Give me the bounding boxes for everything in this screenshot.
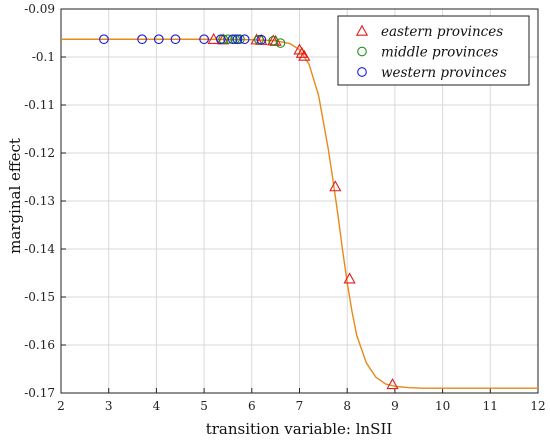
y-tick-label: -0.16 bbox=[24, 338, 55, 352]
x-ticks: 2 3 4 5 6 7 8 9 10 11 12 bbox=[57, 388, 546, 413]
x-tick-label: 6 bbox=[248, 399, 256, 413]
western-provinces-point bbox=[256, 34, 267, 45]
y-tick-label: -0.17 bbox=[24, 386, 55, 400]
y-tick-label: -0.15 bbox=[24, 290, 55, 304]
middle-provinces-point bbox=[223, 34, 233, 45]
western-provinces-point bbox=[137, 34, 147, 45]
legend-box bbox=[337, 15, 530, 86]
y-tick-label: -0.11 bbox=[24, 98, 55, 112]
western-provinces-point bbox=[227, 34, 238, 45]
legend-marker-western-provinces bbox=[357, 67, 367, 77]
legend-label-western-provinces: western provinces bbox=[381, 65, 507, 81]
western-provinces-point bbox=[153, 34, 164, 45]
western-provinces-point bbox=[215, 34, 226, 45]
eastern-provinces-point bbox=[343, 272, 356, 284]
western-provinces-point bbox=[232, 34, 243, 45]
x-tick-label: 2 bbox=[57, 399, 65, 413]
middle-provinces-point bbox=[268, 35, 279, 46]
western-provinces-point bbox=[239, 34, 250, 45]
x-tick-label: 8 bbox=[343, 399, 351, 413]
middle-provinces-point bbox=[275, 38, 286, 48]
middle-provinces-point bbox=[254, 34, 264, 45]
eastern-provinces-point bbox=[329, 180, 342, 192]
middle-provinces-point bbox=[230, 34, 240, 45]
x-tick-label: 5 bbox=[200, 399, 208, 413]
x-tick-label: 10 bbox=[435, 399, 450, 413]
western-provinces-point bbox=[199, 34, 209, 45]
legend-marker-middle-provinces bbox=[357, 46, 367, 57]
legend-marker-eastern-provinces bbox=[355, 24, 369, 36]
middle-provinces-point bbox=[218, 34, 229, 45]
y-tick-label: -0.14 bbox=[24, 242, 55, 256]
western-provinces-point bbox=[170, 34, 181, 45]
legend-label-eastern-provinces: eastern provinces bbox=[381, 24, 503, 40]
y-tick-label: -0.09 bbox=[24, 2, 55, 16]
x-tick-label: 9 bbox=[391, 399, 399, 413]
eastern-provinces-point bbox=[298, 49, 311, 61]
markers bbox=[99, 32, 399, 390]
eastern-provinces-point bbox=[269, 34, 282, 46]
middle-provinces-point bbox=[235, 34, 245, 45]
y-axis-title: marginal effect bbox=[6, 138, 24, 254]
x-axis-title: transition variable: lnSII bbox=[206, 420, 393, 438]
y-tick-label: -0.1 bbox=[32, 50, 55, 64]
legend-label-middle-provinces: middle provinces bbox=[381, 45, 498, 61]
y-tick-label: -0.13 bbox=[24, 194, 55, 208]
x-tick-label: 4 bbox=[153, 399, 161, 413]
x-tick-label: 12 bbox=[530, 399, 545, 413]
y-ticks: -0.09 -0.1 -0.11 -0.12 -0.13 -0.14 -0.15 -0.16 -… bbox=[24, 2, 66, 400]
y-tick-label: -0.12 bbox=[24, 146, 55, 160]
western-provinces-point bbox=[99, 34, 109, 45]
x-tick-label: 3 bbox=[105, 399, 113, 413]
eastern-provinces-point bbox=[386, 378, 399, 390]
eastern-provinces-point bbox=[295, 46, 309, 58]
x-tick-label: 7 bbox=[296, 399, 304, 413]
legend: eastern provinces middle provinces western… bbox=[337, 15, 530, 86]
x-tick-label: 11 bbox=[483, 399, 498, 413]
fit-curve bbox=[61, 38, 538, 389]
